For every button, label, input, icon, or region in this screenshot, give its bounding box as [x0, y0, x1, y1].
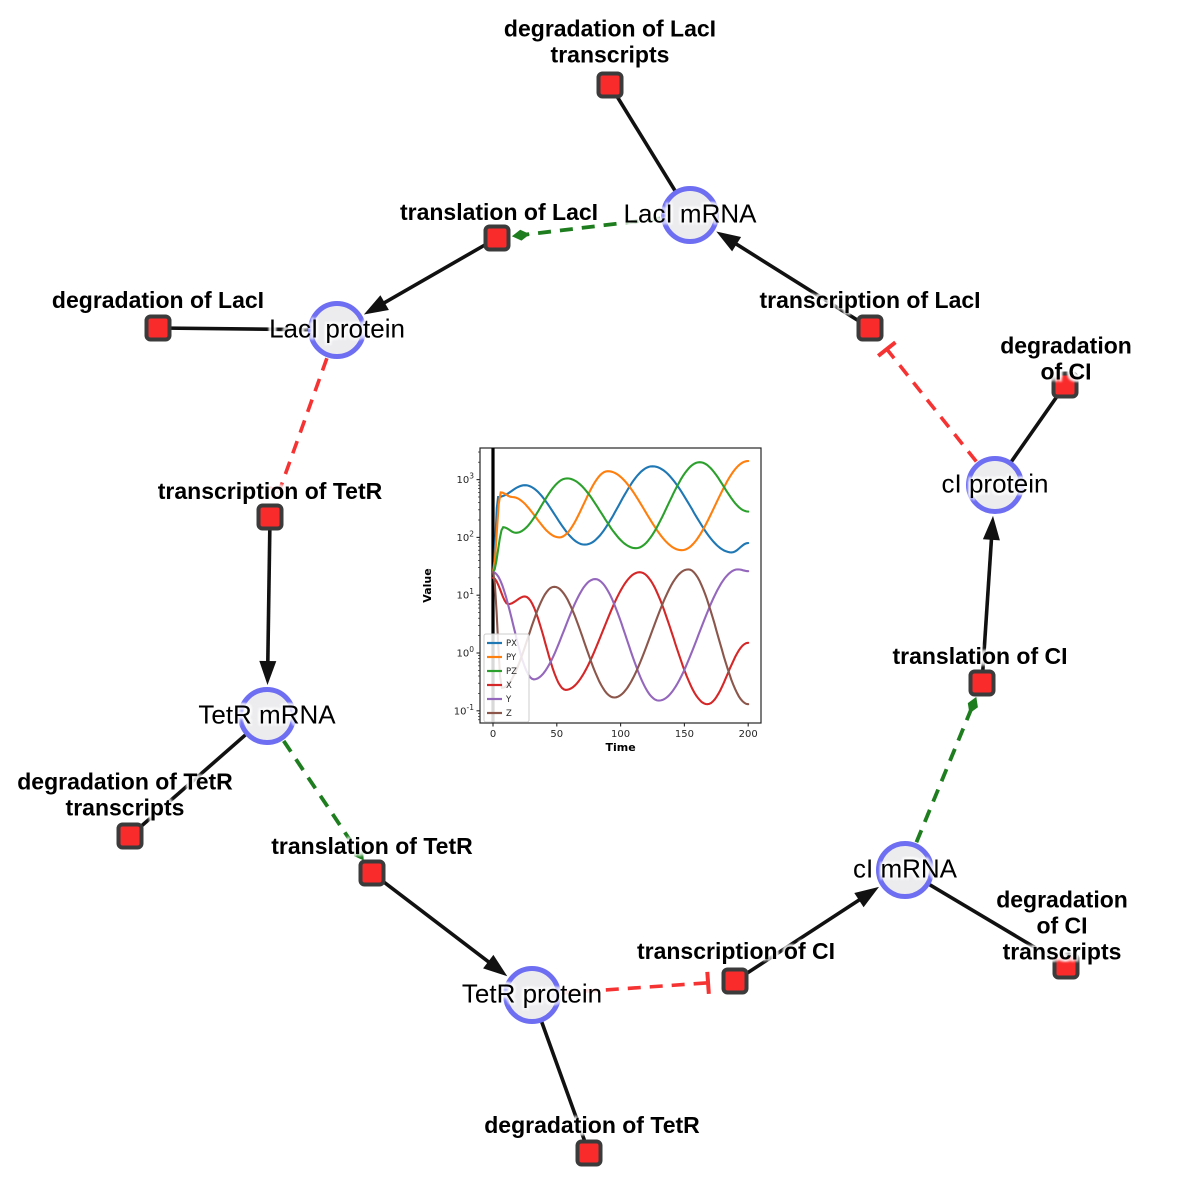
edge-tetR_protein-tx_cI-tbar — [705, 971, 711, 994]
legend-label-PX: PX — [506, 639, 517, 649]
reaction-node-transl_tetR[interactable] — [358, 859, 386, 887]
edge-tx_lacI-lacI_mRNA — [731, 240, 871, 330]
y-tick-label: 101 — [456, 587, 474, 602]
edge-tx_tetR-tetR_mRNA — [265, 516, 272, 667]
reaction-node-tx_tetR[interactable] — [256, 503, 284, 531]
y-tick-label: 100 — [456, 645, 474, 660]
x-tick-label: 100 — [611, 729, 630, 740]
edge-tx_lacI-lacI_mRNA-arrowhead — [716, 231, 742, 252]
reaction-node-deg_cI_tx[interactable] — [1052, 952, 1080, 980]
edge-lacI_protein-deg_lacI — [157, 326, 310, 332]
edge-lacI_mRNA-transl_lacI-diamond — [511, 229, 530, 241]
series-X — [491, 571, 750, 706]
edge-tetR_mRNA-deg_tetR_tx — [128, 733, 248, 838]
edge-cI_mRNA-deg_cI_tx — [928, 882, 1067, 968]
species-node-tetR_mRNA[interactable] — [238, 687, 296, 745]
series-PY — [491, 459, 750, 574]
reaction-node-deg_lacI_tx[interactable] — [596, 71, 624, 99]
edge-lacI_mRNA-deg_lacI_tx — [608, 84, 677, 193]
edge-tx_cI-cI_mRNA — [734, 895, 865, 983]
species-node-cI_mRNA[interactable] — [876, 841, 934, 899]
reaction-node-transl_cI[interactable] — [968, 669, 996, 697]
reaction-label-deg_cI_tx: degradation of CI transcripts — [996, 886, 1128, 964]
reaction-label-deg_tetR_tx: degradation of TetR transcripts — [17, 768, 233, 820]
legend-label-Z: Z — [506, 709, 512, 719]
x-tick-label: 150 — [675, 729, 694, 740]
edge-transl_tetR-tetR_protein — [370, 871, 494, 967]
edge-lacI_protein-tx_tetR-tbar — [268, 485, 291, 498]
series-PZ — [491, 461, 750, 574]
species-node-lacI_mRNA[interactable] — [661, 186, 719, 244]
y-tick-label: 102 — [456, 529, 474, 544]
reaction-node-transl_lacI[interactable] — [483, 224, 511, 252]
edge-transl_cI-cI_protein — [980, 534, 994, 684]
x-tick-label: 50 — [550, 729, 563, 740]
reaction-node-deg_tetR[interactable] — [575, 1139, 603, 1167]
species-node-lacI_protein[interactable] — [308, 301, 366, 359]
reaction-label-transl_tetR: translation of TetR — [271, 833, 473, 860]
edge-cI_protein-tx_lacI-tbar — [876, 340, 897, 358]
reaction-label-deg_lacI: degradation of LacI — [51, 287, 265, 314]
series-Y — [491, 568, 750, 702]
reaction-node-deg_cI[interactable] — [1051, 371, 1079, 399]
x-tick-label: 0 — [490, 729, 496, 740]
species-label-lacI_protein: LacI protein — [269, 313, 405, 344]
edge-tetR_mRNA-transl_tetR-diamond — [353, 845, 364, 861]
species-label-tetR_protein: TetR protein — [461, 978, 603, 1009]
edge-cI_protein-tx_lacI — [885, 348, 978, 463]
legend-label-X: X — [506, 681, 512, 691]
edge-transl_cI-cI_protein-arrowhead — [982, 515, 1000, 541]
edge-transl_lacI-lacI_protein — [379, 236, 498, 307]
reaction-label-deg_cI: degradation of CI — [1000, 332, 1132, 384]
y-tick-label: 10-1 — [454, 703, 474, 718]
timeseries-inset-chart: 0 50 100 150 200 10-1 100 101 102 103 Time Value PX P… — [421, 447, 762, 754]
edge-tx_cI-cI_mRNA-arrowhead — [854, 886, 879, 908]
edge-tx_tetR-tetR_mRNA-arrowhead — [259, 660, 277, 685]
species-label-lacI_mRNA: LacI mRNA — [623, 198, 757, 229]
x-tick-label: 200 — [739, 729, 758, 740]
reaction-label-deg_lacI_tx: degradation of LacI transcripts — [503, 15, 717, 67]
legend-label-PZ: PZ — [506, 667, 517, 677]
reaction-label-deg_tetR: degradation of TetR — [484, 1112, 700, 1139]
reaction-node-tx_cI[interactable] — [721, 967, 749, 995]
reaction-label-tx_lacI: transcription of LacI — [759, 287, 981, 314]
reaction-node-deg_tetR_tx[interactable] — [116, 822, 144, 850]
edge-tetR_protein-tx_cI — [561, 981, 709, 995]
legend-label-PY: PY — [506, 653, 517, 663]
reaction-node-deg_lacI[interactable] — [144, 314, 172, 342]
edge-transl_tetR-tetR_protein-arrowhead — [483, 954, 508, 977]
species-label-cI_protein: cI protein — [941, 468, 1049, 499]
reaction-label-transl_cI: translation of CI — [892, 643, 1068, 670]
legend-label-Y: Y — [505, 695, 512, 705]
reaction-label-tx_cI: transcription of CI — [636, 938, 836, 965]
edge-lacI_protein-tx_tetR — [277, 357, 329, 493]
edge-lacI_mRNA-transl_lacI — [525, 216, 661, 237]
series-PX — [491, 465, 750, 574]
reaction-label-tx_tetR: transcription of TetR — [157, 478, 383, 505]
series-Z — [491, 568, 750, 706]
reaction-label-transl_lacI: translation of LacI — [399, 199, 599, 226]
edge-tetR_protein-deg_tetR — [539, 1020, 591, 1154]
x-axis-label: Time — [605, 741, 635, 754]
reaction-node-tx_lacI[interactable] — [856, 314, 884, 342]
edge-cI_mRNA-transl_cI-diamond — [967, 696, 978, 714]
edge-cI_mRNA-transl_cI — [914, 709, 973, 843]
edge-transl_lacI-lacI_protein-arrowhead — [363, 295, 389, 315]
species-label-tetR_mRNA: TetR mRNA — [198, 699, 336, 730]
y-axis-label: Value — [421, 568, 434, 602]
species-node-cI_protein[interactable] — [966, 456, 1024, 514]
species-node-tetR_protein[interactable] — [503, 966, 561, 1024]
y-tick-label: 103 — [456, 472, 474, 487]
species-label-cI_mRNA: cI mRNA — [853, 853, 957, 884]
